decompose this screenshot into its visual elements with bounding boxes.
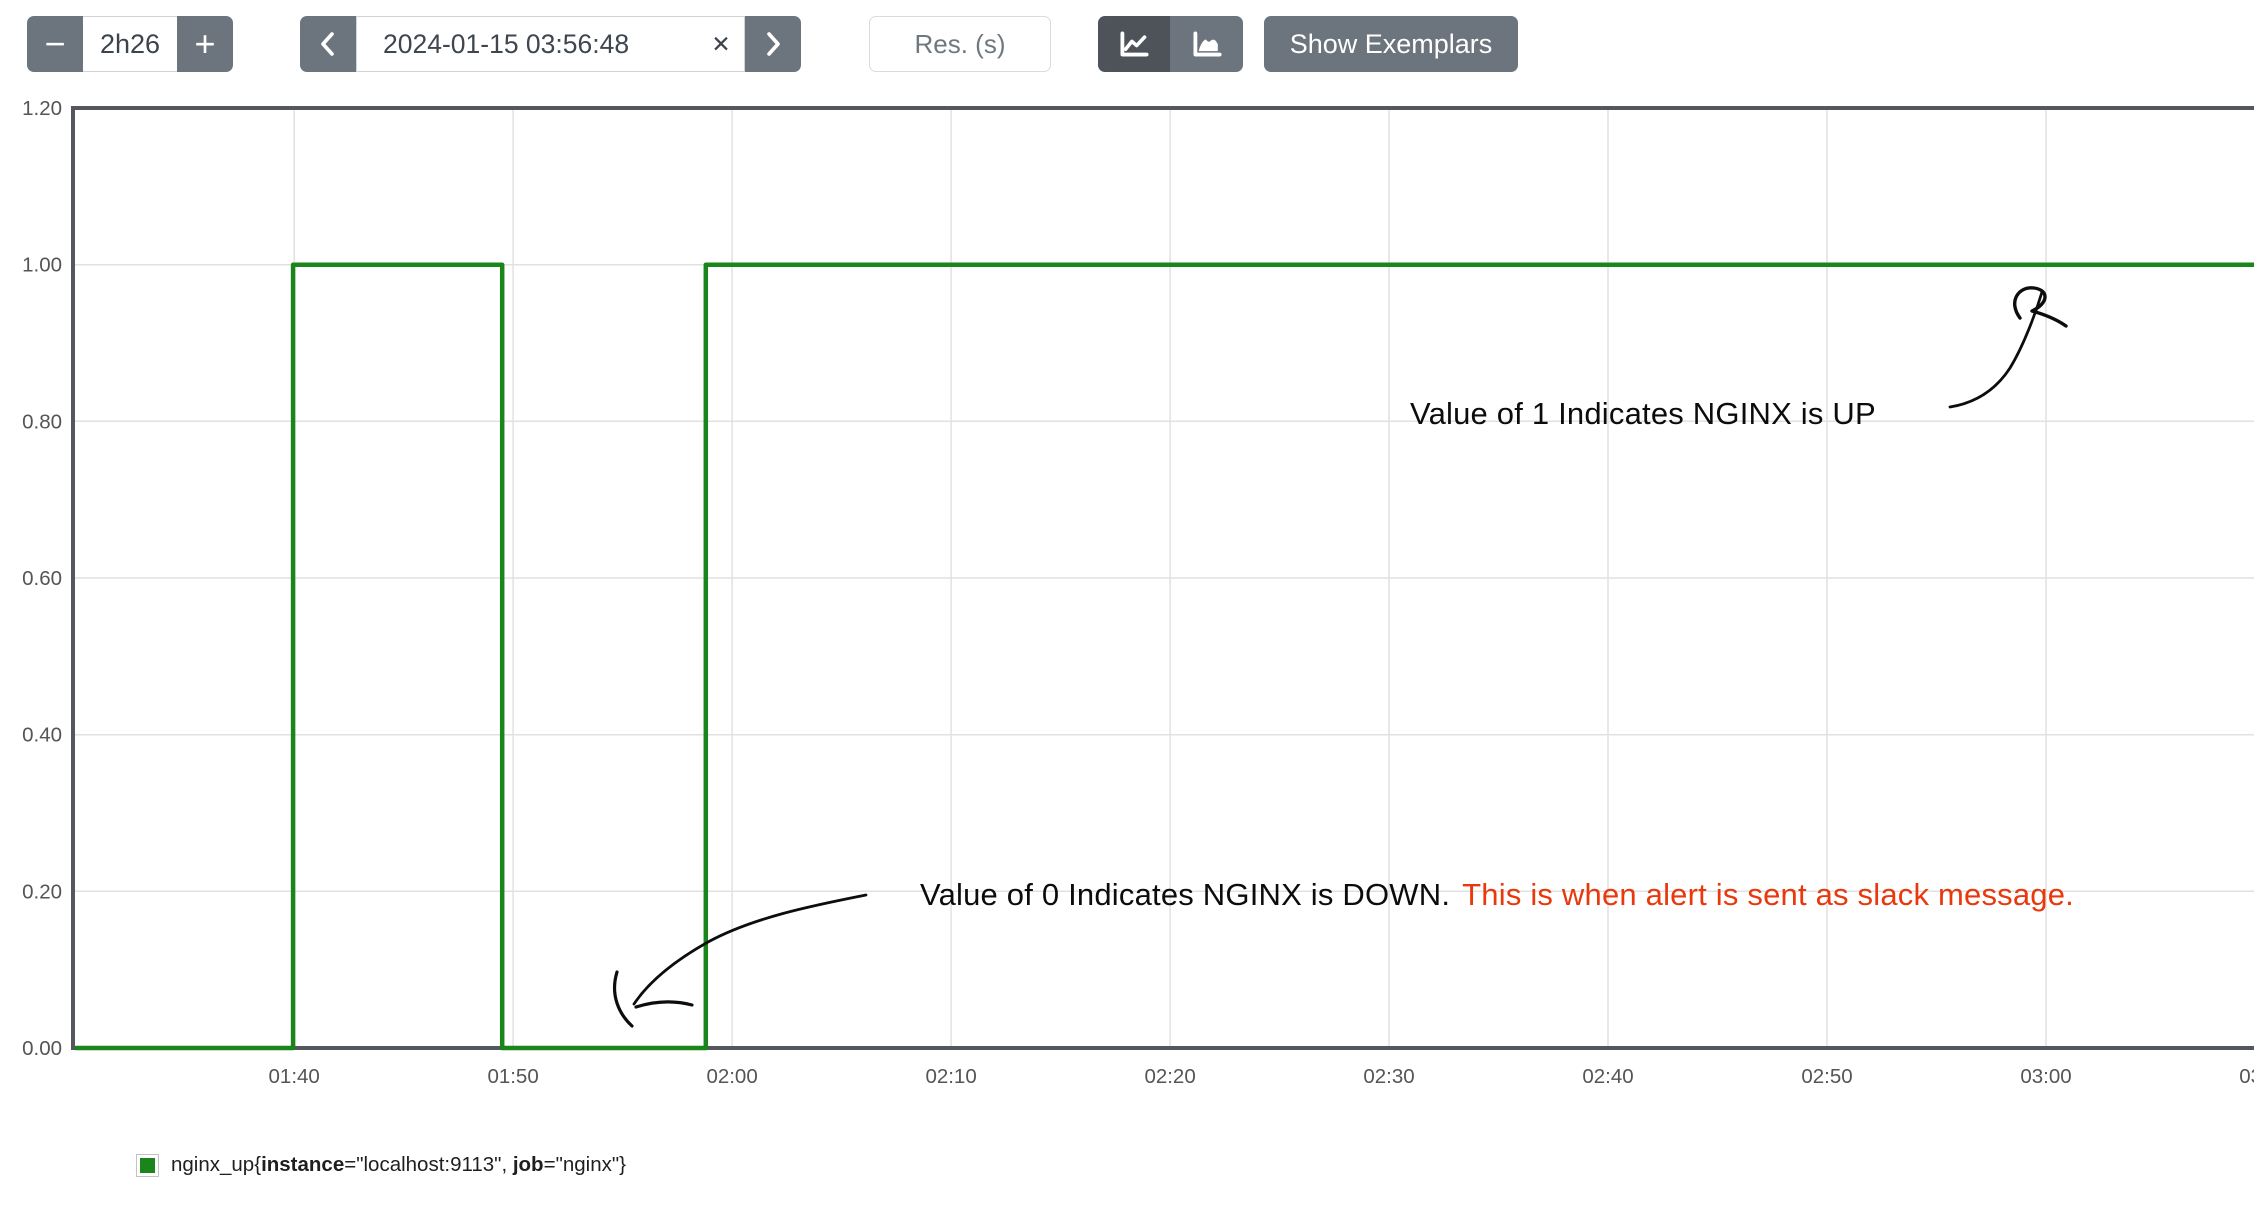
x-tick-label: 01:50 (487, 1065, 538, 1088)
chevron-left-icon (321, 32, 334, 56)
x-tick-label: 02:00 (706, 1065, 757, 1088)
time-next-button[interactable] (745, 16, 801, 72)
line-chart-icon (1120, 31, 1149, 57)
annotation-nginx-down: Value of 0 Indicates NGINX is DOWN. This … (920, 877, 2074, 913)
y-tick-label: 1.00 (22, 254, 62, 277)
datetime-field: ✕ (356, 16, 745, 72)
legend-part: instance (261, 1153, 345, 1176)
minus-icon: − (44, 23, 66, 64)
datetime-input[interactable] (357, 28, 698, 60)
y-tick-label: 0.00 (22, 1037, 62, 1060)
range-input[interactable] (83, 16, 177, 72)
y-tick-label: 0.40 (22, 724, 62, 747)
range-increase-button[interactable]: + (177, 16, 233, 72)
annotation-nginx-up: Value of 1 Indicates NGINX is UP (1410, 396, 1876, 431)
series-line-nginx-up (75, 262, 2254, 1051)
legend-part: job (512, 1153, 544, 1176)
axis-labels: 0.00 0.20 0.40 0.60 0.80 1.00 1.20 01:40 01:50 02… (22, 97, 2254, 1088)
y-tick-label: 0.20 (22, 880, 62, 903)
up-arrow-drawing (1948, 286, 2068, 409)
plus-icon: + (194, 23, 216, 64)
x-tick-label: 03:10 (2239, 1065, 2254, 1088)
line-graph-toggle-button[interactable] (1098, 16, 1170, 72)
legend-part: ="localhost:9113", (344, 1153, 513, 1176)
x-tick-label: 01:40 (269, 1065, 320, 1088)
x-tick-label: 02:50 (1801, 1065, 1852, 1088)
down-arrow-drawing (612, 893, 868, 1028)
y-tick-label: 0.60 (22, 567, 62, 590)
range-decrease-button[interactable]: − (27, 16, 83, 72)
x-tick-label: 03:00 (2020, 1065, 2071, 1088)
x-tick-label: 02:30 (1363, 1065, 1414, 1088)
x-tick-label: 02:10 (925, 1065, 976, 1088)
series-color-swatch (137, 1154, 158, 1176)
legend[interactable]: nginx_up{instance="localhost:9113", job=… (137, 1153, 626, 1177)
y-tick-label: 0.80 (22, 410, 62, 433)
stacked-chart-icon (1192, 31, 1222, 57)
show-exemplars-button[interactable]: Show Exemplars (1264, 16, 1518, 72)
series-label: nginx_up{instance="localhost:9113", job=… (171, 1153, 626, 1177)
annotation-down-black-text: Value of 0 Indicates NGINX is DOWN. (920, 877, 1451, 912)
legend-part: nginx_up{ (171, 1153, 262, 1176)
resolution-input[interactable] (869, 16, 1051, 72)
clear-datetime-icon[interactable]: ✕ (711, 30, 731, 57)
axis-frame (71, 106, 2254, 1050)
y-tick-label: 1.20 (22, 97, 62, 120)
x-tick-label: 02:40 (1582, 1065, 1633, 1088)
annotation-down-red-text: This is when alert is sent as slack mess… (1462, 877, 2074, 912)
x-tick-label: 02:20 (1144, 1065, 1195, 1088)
series (75, 262, 2254, 1051)
chevron-right-icon (767, 32, 780, 56)
time-prev-button[interactable] (300, 16, 356, 72)
axes (71, 106, 2254, 1050)
stacked-graph-toggle-button[interactable] (1170, 16, 1243, 72)
legend-part: ="nginx"} (543, 1153, 626, 1176)
